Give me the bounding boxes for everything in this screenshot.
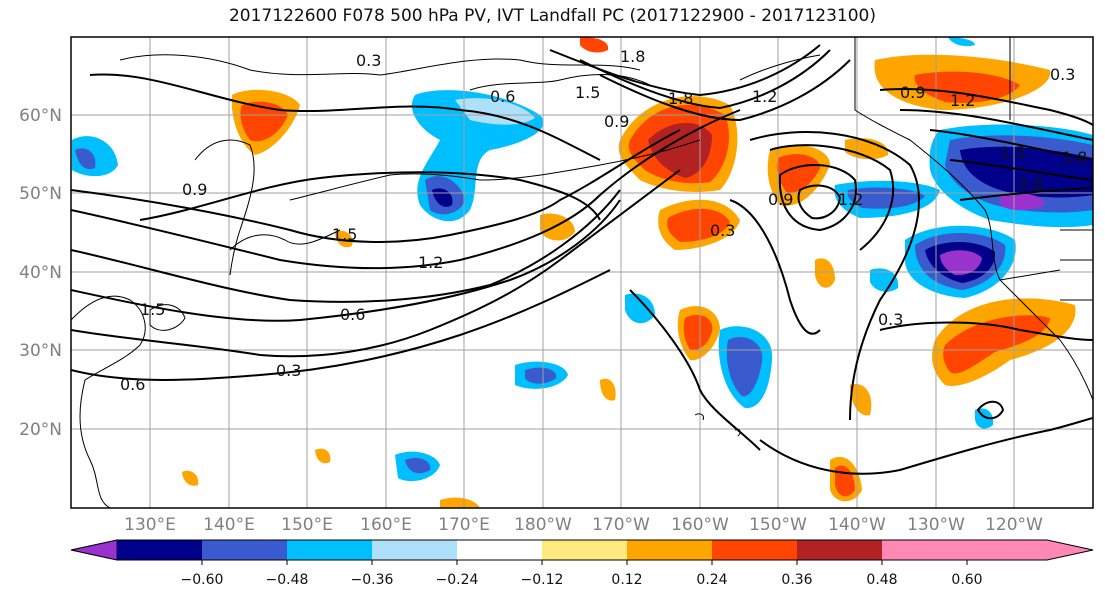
contour-label: 1.8 — [620, 47, 645, 66]
lat-label: 50°N — [19, 184, 62, 204]
coastlines — [71, 37, 1093, 508]
colorbar-segment — [712, 540, 797, 560]
contour-label: 1.8 — [1062, 148, 1087, 167]
lon-label: 160°E — [360, 515, 412, 535]
contour-labels: 0.3 0.6 0.9 1.2 1.5 1.8 0.3 0.6 0.9 1.2 … — [120, 47, 1087, 394]
contour-label: 1.8 — [668, 89, 693, 108]
colorbar-tick-label: 0.36 — [781, 572, 812, 588]
lon-label: 160°W — [671, 515, 729, 535]
colorbar: −0.60 −0.48 −0.36 −0.24 −0.12 0.12 0.24 … — [70, 539, 1094, 588]
contour-label: 0.9 — [182, 180, 207, 199]
contour-label: 1.5 — [332, 225, 357, 244]
lat-label: 60°N — [19, 106, 62, 126]
contour-label: 1.5 — [1000, 143, 1025, 162]
lon-label: 150°W — [749, 515, 807, 535]
colorbar-right-extend — [967, 540, 1093, 560]
map-title: 2017122600 F078 500 hPa PV, IVT Landfall… — [228, 6, 876, 26]
colorbar-tick-label: −0.48 — [266, 572, 309, 588]
contour-label: 1.5 — [140, 300, 165, 319]
contour-label: 1.2 — [838, 190, 863, 209]
graticule — [71, 37, 1093, 508]
contour-label: 0.6 — [340, 305, 365, 324]
colorbar-segment — [457, 540, 542, 560]
colorbar-tick-label: −0.24 — [436, 572, 479, 588]
contour-label: 0.9 — [604, 112, 629, 131]
lon-label: 130°E — [124, 515, 176, 535]
lat-label: 40°N — [19, 263, 62, 283]
lat-label: 30°N — [19, 341, 62, 361]
lon-label: 150°E — [281, 515, 333, 535]
contour-label: 0.3 — [1050, 65, 1075, 84]
lon-label: 180°W — [514, 515, 572, 535]
colorbar-segment — [202, 540, 287, 560]
contour-label: 0.3 — [356, 51, 381, 70]
lon-label: 120°W — [985, 515, 1043, 535]
colorbar-segment — [372, 540, 457, 560]
colorbar-segment — [117, 540, 202, 560]
contour-label: 0.3 — [276, 361, 301, 380]
lon-label: 170°W — [592, 515, 650, 535]
lon-label: 140°W — [828, 515, 886, 535]
colorbar-left-extend — [70, 539, 118, 561]
contour-label: 1.2 — [950, 91, 975, 110]
pv-contours — [71, 44, 1093, 475]
contour-label: 1.2 — [752, 87, 777, 106]
colorbar-tick-label: 0.24 — [696, 572, 727, 588]
colorbar-segment — [542, 540, 627, 560]
contour-label: 0.3 — [710, 221, 735, 240]
contour-label: 0.9 — [768, 190, 793, 209]
contour-label: 1.5 — [575, 83, 600, 102]
colorbar-tick-label: −0.60 — [181, 572, 224, 588]
lon-label: 130°W — [907, 515, 965, 535]
colorbar-segment — [627, 540, 712, 560]
colorbar-tick-label: −0.12 — [521, 572, 564, 588]
colorbar-tick-label: −0.36 — [351, 572, 394, 588]
contour-label: 0.6 — [120, 375, 145, 394]
map-frame — [70, 36, 1094, 509]
contour-label: 0.3 — [878, 310, 903, 329]
lat-label: 20°N — [19, 420, 62, 440]
colorbar-segment — [797, 540, 882, 560]
contour-label: 0.6 — [490, 87, 515, 106]
lon-label: 140°E — [203, 515, 255, 535]
colorbar-tick-label: 0.48 — [866, 572, 897, 588]
contour-label: 0.6 — [1018, 175, 1043, 194]
contour-label: 0.9 — [900, 83, 925, 102]
colorbar-segment — [287, 540, 372, 560]
latitude-labels: 60°N 50°N 40°N 30°N 20°N — [19, 106, 62, 440]
colorbar-segment — [882, 540, 967, 560]
lon-label: 170°E — [438, 515, 490, 535]
longitude-labels: 130°E 140°E 150°E 160°E 170°E 180°W 170°… — [124, 515, 1043, 535]
contour-label: 1.2 — [418, 253, 443, 272]
colorbar-tick-label: 0.12 — [611, 572, 642, 588]
colorbar-tick-label: 0.60 — [951, 572, 982, 588]
